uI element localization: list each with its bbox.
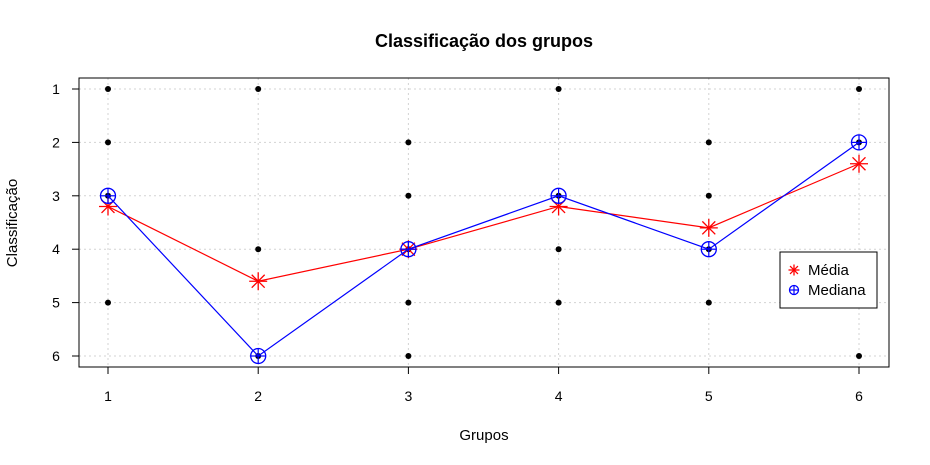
- x-tick-label: 6: [855, 388, 863, 404]
- x-axis-label: Grupos: [459, 427, 508, 444]
- series-point-mediana: [99, 187, 117, 204]
- legend-marker-media: [788, 264, 800, 276]
- y-tick-label: 4: [52, 241, 60, 257]
- series-point-media: [850, 154, 868, 173]
- series-point-mediana: [250, 347, 267, 365]
- data-point: [555, 86, 562, 92]
- y-tick-label: 3: [52, 188, 60, 204]
- x-tick-label: 5: [705, 388, 713, 404]
- y-tick-label: 2: [52, 134, 60, 150]
- y-axis: 1 2 3 4 5 6: [52, 81, 79, 364]
- series-point-mediana: [700, 241, 717, 258]
- data-point: [856, 353, 862, 359]
- series-line-mediana: [107, 141, 860, 357]
- data-point: [555, 246, 562, 253]
- data-point: [105, 139, 111, 146]
- data-point: [105, 299, 111, 306]
- y-tick-label: 1: [52, 81, 60, 97]
- data-point: [705, 192, 712, 199]
- data-point: [856, 86, 862, 92]
- grid: [79, 78, 889, 367]
- data-point: [405, 192, 412, 199]
- data-point: [105, 86, 111, 92]
- series-group: [99, 134, 868, 365]
- x-tick-label: 2: [254, 388, 262, 404]
- legend: Média Mediana: [779, 251, 878, 309]
- x-tick-label: 3: [405, 388, 413, 404]
- y-axis-label: Classificação: [4, 179, 21, 267]
- data-point: [405, 353, 412, 359]
- data-point: [705, 299, 712, 306]
- data-point: [705, 139, 712, 146]
- series-point-mediana: [850, 134, 868, 151]
- series-point-mediana: [550, 187, 567, 204]
- data-point: [555, 299, 562, 306]
- x-tick-label: 1: [104, 388, 112, 404]
- data-point: [405, 139, 412, 146]
- legend-box: [779, 251, 878, 309]
- legend-label-media: Média: [808, 262, 850, 279]
- plot-frame: [78, 77, 890, 368]
- legend-marker-mediana: [788, 284, 800, 296]
- y-tick-label: 5: [52, 295, 60, 311]
- series-line-media: [107, 163, 860, 282]
- series-point-media: [249, 272, 268, 291]
- data-point: [255, 86, 262, 92]
- x-axis: 1 2 3 4 5 6: [104, 367, 863, 404]
- legend-label-mediana: Mediana: [808, 282, 866, 299]
- chart-title: Classificação dos grupos: [375, 31, 593, 51]
- series-point-mediana: [400, 241, 417, 258]
- data-point: [405, 299, 412, 306]
- series-point-media: [699, 218, 718, 237]
- data-point: [255, 246, 262, 253]
- x-tick-label: 4: [555, 388, 563, 404]
- y-tick-label: 6: [52, 348, 60, 364]
